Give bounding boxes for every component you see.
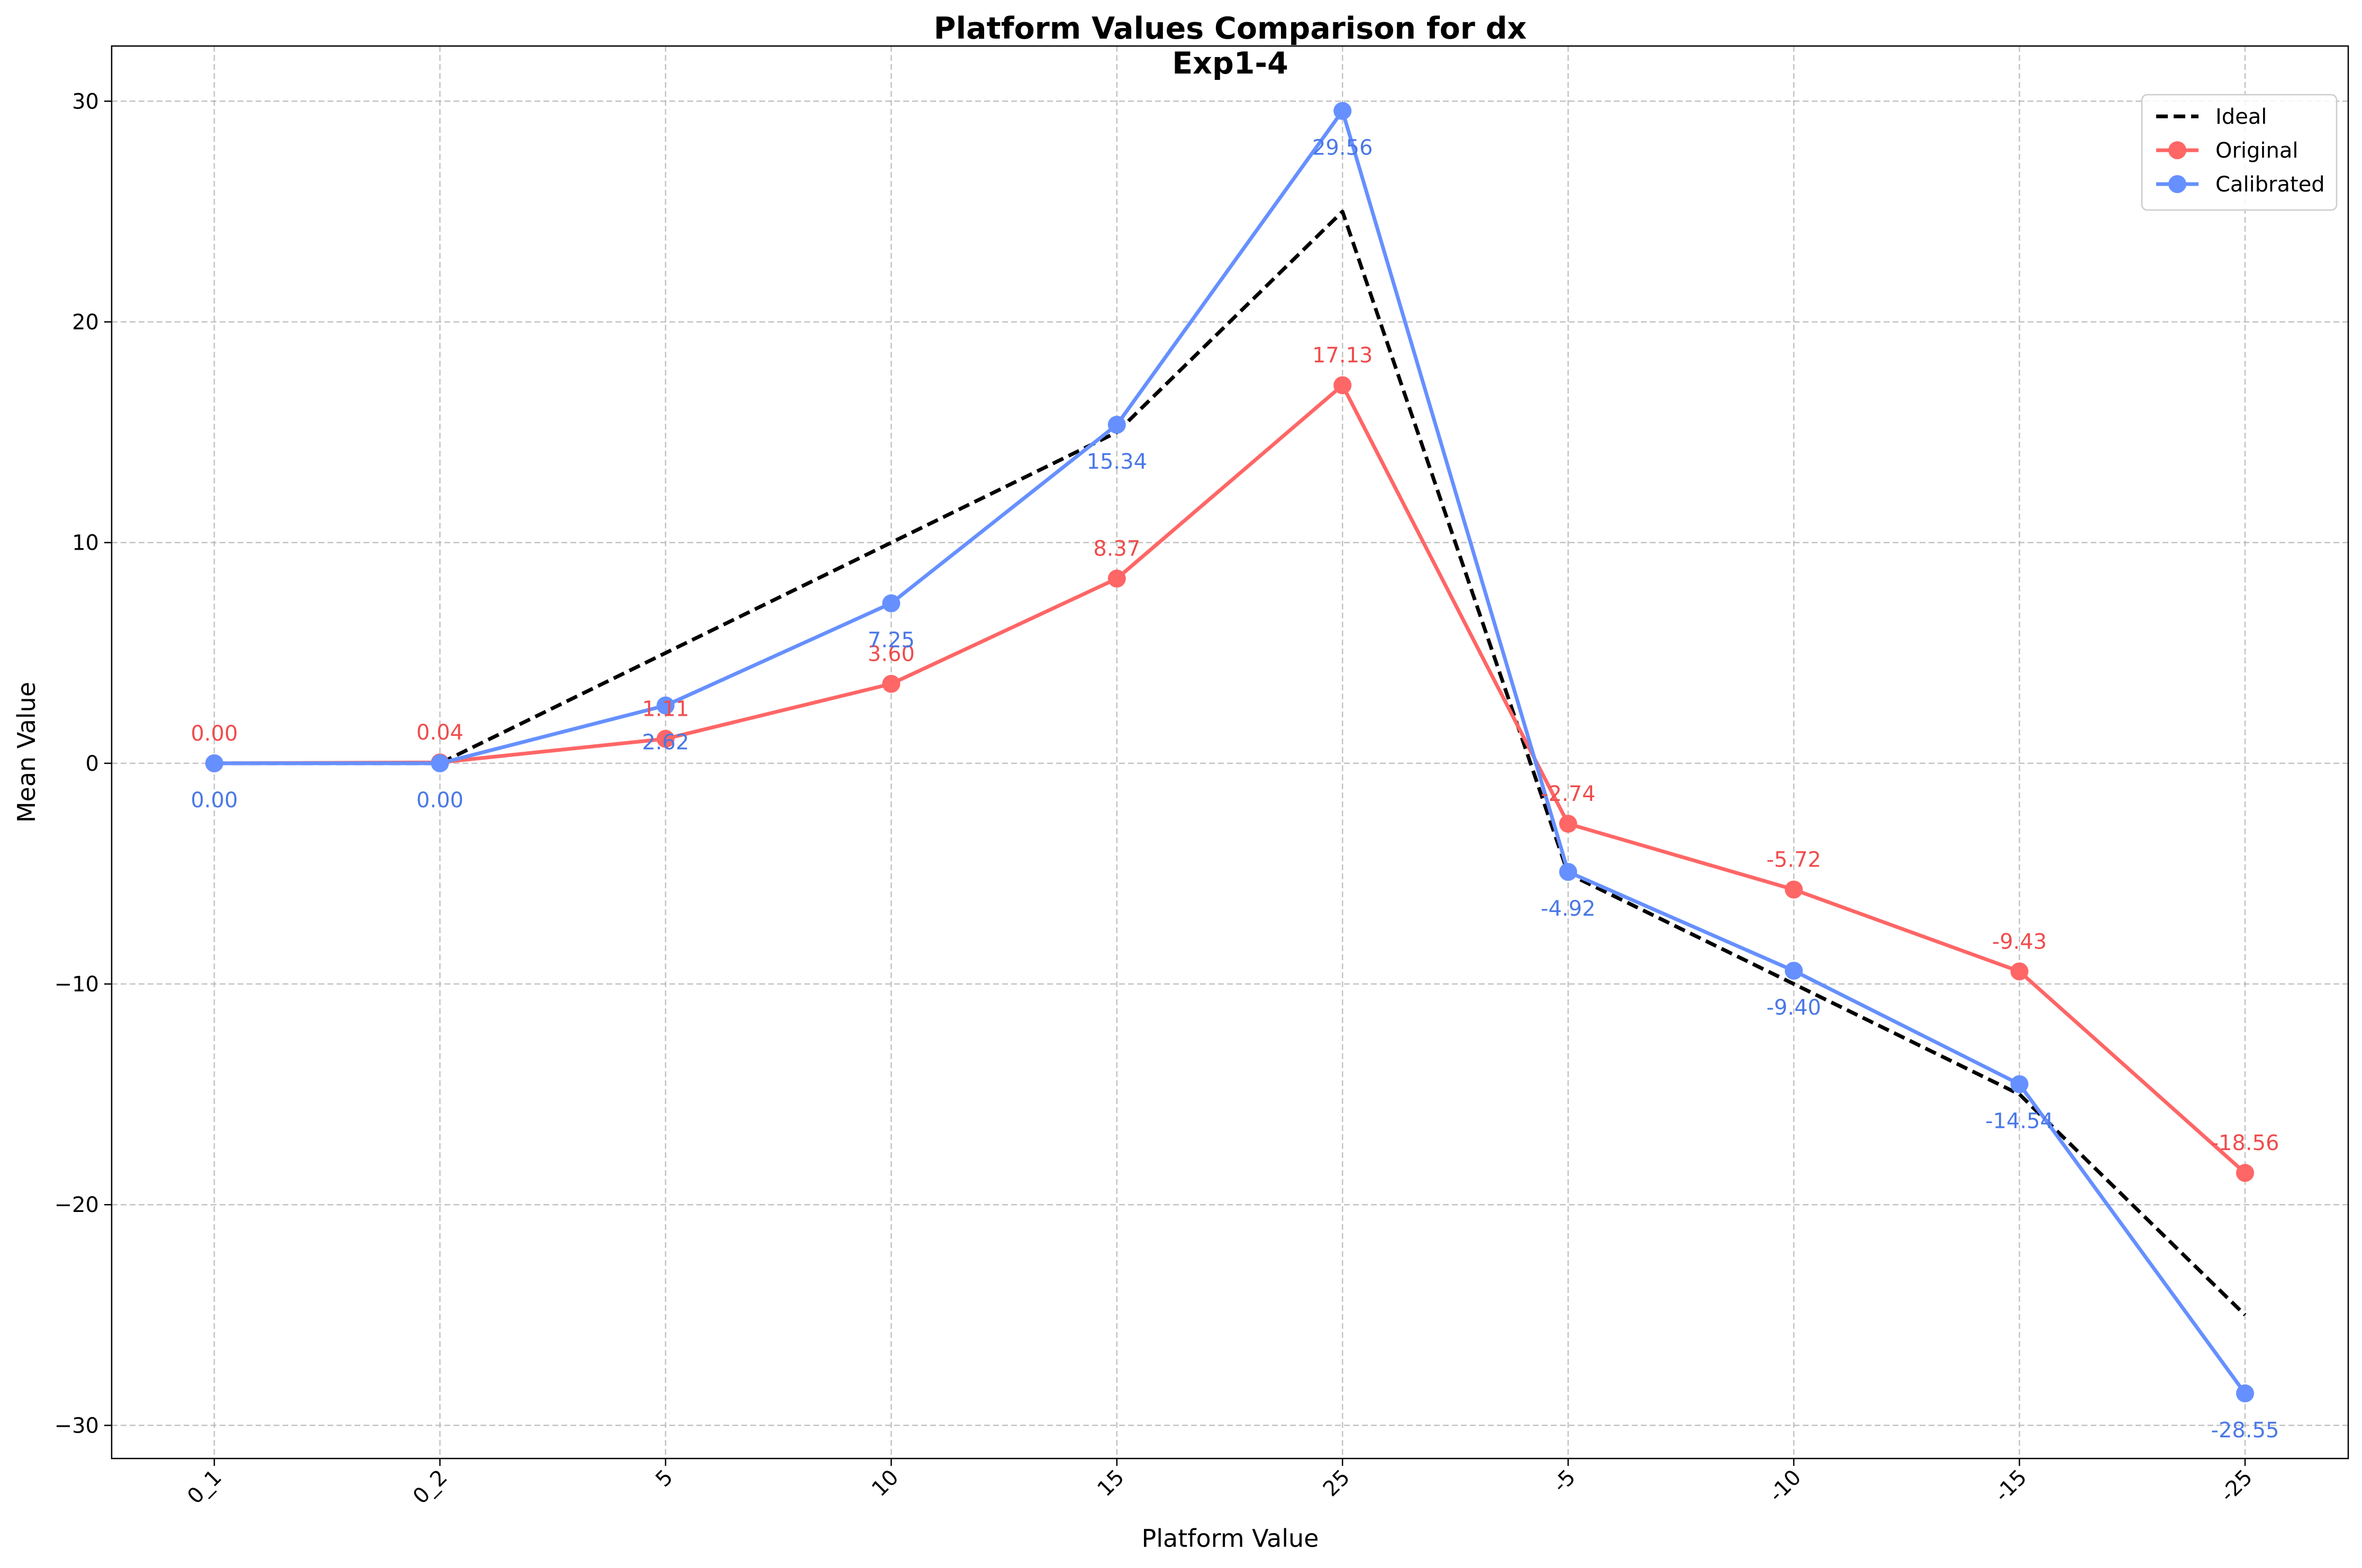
data-labels: 0.00 0.04 1.11 3.60 8.37 17.13 -2.74 -5.72 -9.43…	[190, 136, 2279, 1443]
legend-original-label: Original	[2215, 139, 2299, 163]
original-line	[214, 383, 2247, 1174]
calibrated-point	[1107, 415, 1126, 434]
original-point	[1785, 880, 1803, 899]
calibrated-data-label: 0.00	[416, 788, 464, 813]
original-data-label: -5.72	[1766, 847, 1821, 872]
y-tick-label: 30	[72, 89, 99, 114]
original-point	[1559, 815, 1577, 833]
chart-subtitle: Exp1-4	[1172, 46, 1288, 81]
grid	[112, 46, 2348, 1458]
calibrated-data-label: -4.92	[1541, 897, 1596, 921]
calibrated-data-label: 29.56	[1312, 136, 1373, 160]
original-point	[656, 730, 675, 748]
original-data-label: 0.00	[190, 722, 238, 746]
original-data-label: -18.56	[2211, 1131, 2279, 1155]
calibrated-point	[2236, 1384, 2254, 1402]
calibrated-point	[656, 696, 675, 715]
calibrated-data-label: 7.25	[868, 628, 915, 652]
calibrated-data-label: 0.00	[190, 788, 238, 813]
calibrated-point	[2010, 1075, 2029, 1093]
x-axis-label: Platform Value	[1142, 1524, 1319, 1553]
y-tick-label: 10	[72, 531, 99, 555]
original-data-label: 0.04	[416, 721, 464, 745]
original-data-label: 1.11	[642, 697, 689, 722]
original-data-label: -2.74	[1541, 782, 1596, 806]
plot-series	[205, 102, 2254, 1402]
calibrated-data-label: 15.34	[1087, 450, 1148, 474]
calibrated-point	[1559, 863, 1577, 881]
y-tick-label: −30	[54, 1414, 99, 1438]
y-tick-label: 0	[86, 752, 99, 776]
calibrated-point	[882, 594, 901, 613]
plot-frame	[111, 45, 2349, 1460]
legend-calibrated-marker	[2168, 175, 2186, 193]
calibrated-data-label: -9.40	[1766, 996, 1821, 1020]
y-tick-label: 20	[72, 310, 99, 334]
y-tick-label: −20	[54, 1193, 99, 1217]
y-axis-label: Mean Value	[12, 682, 41, 823]
original-data-label: 8.37	[1093, 537, 1140, 561]
original-point	[1107, 569, 1126, 588]
calibrated-point	[1785, 962, 1803, 980]
chart-title: Platform Values Comparison for dx	[934, 11, 1527, 46]
original-point	[2236, 1164, 2254, 1182]
calibrated-data-label: -14.54	[1985, 1109, 2054, 1133]
original-point	[1333, 376, 1352, 395]
original-data-label: 17.13	[1312, 343, 1373, 368]
legend-ideal-label: Ideal	[2215, 105, 2267, 129]
calibrated-line	[214, 109, 2247, 1394]
original-point	[882, 674, 901, 693]
calibrated-point	[1333, 102, 1352, 120]
legend-calibrated-label: Calibrated	[2215, 172, 2325, 197]
original-data-label: 3.60	[868, 642, 915, 667]
legend-box	[2141, 94, 2338, 211]
calibrated-point	[205, 754, 223, 772]
original-point	[2010, 962, 2029, 981]
calibrated-point	[431, 754, 449, 772]
calibrated-data-label: 2.62	[642, 731, 689, 755]
calibrated-data-label: -28.55	[2211, 1418, 2279, 1443]
ideal-line	[214, 209, 2247, 1317]
y-tick-label: −10	[54, 972, 99, 997]
legend: Ideal Original Calibrated	[2141, 94, 2338, 211]
original-data-label: -9.43	[1992, 929, 2047, 954]
legend-original-marker	[2168, 141, 2186, 159]
